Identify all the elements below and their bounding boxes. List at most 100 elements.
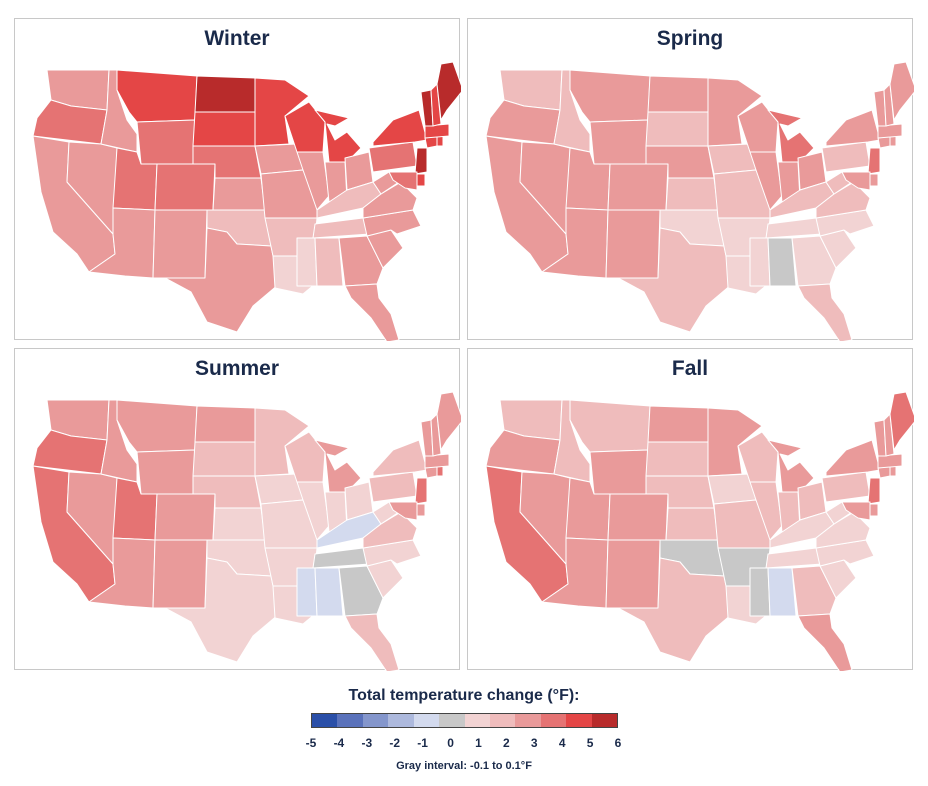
state-il bbox=[749, 481, 783, 541]
legend-tick-label: 1 bbox=[475, 736, 482, 750]
state-me bbox=[889, 391, 914, 451]
state-mi bbox=[767, 439, 815, 493]
state-nm bbox=[152, 539, 208, 609]
state-pa bbox=[821, 471, 871, 503]
state-sd bbox=[645, 441, 709, 477]
state-ny bbox=[825, 439, 881, 477]
state-fl bbox=[344, 283, 400, 341]
legend-tick-label: -3 bbox=[361, 736, 373, 750]
legend-swatch bbox=[515, 714, 541, 727]
state-wi bbox=[737, 101, 779, 153]
state-nj bbox=[867, 147, 881, 175]
legend-tick-label: 4 bbox=[558, 736, 566, 750]
state-al bbox=[767, 237, 797, 287]
state-co bbox=[154, 493, 216, 541]
legend-tick-label: 0 bbox=[447, 736, 454, 750]
state-md bbox=[388, 171, 418, 191]
state-al bbox=[314, 567, 344, 617]
state-mt bbox=[116, 399, 198, 453]
panel-title: Spring bbox=[656, 27, 724, 50]
panel-summer: Summer bbox=[14, 348, 461, 671]
winter-map bbox=[32, 61, 461, 341]
panel-title: Winter bbox=[204, 27, 270, 50]
state-ms bbox=[296, 567, 318, 617]
state-ga bbox=[791, 565, 837, 617]
legend-color-bar bbox=[311, 713, 618, 728]
legend-swatch bbox=[337, 714, 363, 727]
summer-map bbox=[32, 391, 461, 671]
state-md bbox=[841, 501, 871, 521]
legend-tick-label: 2 bbox=[503, 736, 510, 750]
state-mi bbox=[767, 109, 815, 163]
state-nh bbox=[430, 83, 442, 127]
state-ms bbox=[296, 237, 318, 287]
legend-swatch bbox=[362, 714, 389, 727]
state-nm bbox=[605, 539, 661, 609]
legend-tick-label: -1 bbox=[417, 736, 428, 750]
state-co bbox=[607, 493, 669, 541]
state-nd bbox=[194, 75, 256, 113]
state-md bbox=[388, 501, 418, 521]
legend-tick-label: -5 bbox=[305, 736, 317, 750]
state-ma bbox=[877, 123, 903, 139]
state-nd bbox=[647, 405, 709, 443]
state-ma bbox=[424, 453, 450, 469]
legend-swatch bbox=[464, 714, 490, 727]
state-nj bbox=[414, 147, 428, 175]
panel-title: Summer bbox=[194, 357, 280, 380]
state-pa bbox=[821, 141, 871, 173]
legend-swatch bbox=[489, 714, 516, 727]
legend-tick-label: 6 bbox=[614, 736, 622, 750]
state-nj bbox=[414, 477, 428, 505]
gray-interval-note: Gray interval: -0.1 to 0.1°F bbox=[396, 760, 532, 772]
legend-swatch bbox=[591, 714, 618, 727]
legend-swatch bbox=[540, 714, 567, 727]
state-md bbox=[841, 171, 871, 191]
state-ri bbox=[436, 135, 444, 147]
state-pa bbox=[368, 141, 418, 173]
fall-map bbox=[485, 391, 914, 671]
state-ms bbox=[749, 237, 771, 287]
legend-swatch bbox=[566, 714, 592, 727]
state-ms bbox=[749, 567, 771, 617]
state-ga bbox=[338, 565, 384, 617]
state-ks bbox=[665, 177, 719, 211]
state-ma bbox=[424, 123, 450, 139]
state-ks bbox=[212, 507, 266, 541]
state-ma bbox=[877, 453, 903, 469]
state-me bbox=[436, 391, 461, 451]
state-co bbox=[154, 163, 216, 211]
state-il bbox=[749, 151, 783, 211]
state-ny bbox=[825, 109, 881, 147]
legend-swatch bbox=[439, 714, 465, 727]
legend-tick-label: 5 bbox=[586, 736, 594, 750]
state-sd bbox=[645, 111, 709, 147]
state-de bbox=[416, 503, 426, 517]
state-il bbox=[296, 481, 330, 541]
state-nh bbox=[883, 413, 895, 457]
legend-swatch bbox=[312, 714, 338, 727]
state-nd bbox=[194, 405, 256, 443]
state-sd bbox=[192, 441, 256, 477]
state-ny bbox=[372, 109, 428, 147]
panel-spring: Spring bbox=[467, 18, 914, 341]
panel-fall: Fall bbox=[467, 348, 914, 671]
state-wy bbox=[136, 449, 196, 495]
panel-winter: Winter bbox=[14, 18, 461, 341]
panel-title: Fall bbox=[671, 357, 709, 380]
state-ga bbox=[338, 235, 384, 287]
state-nd bbox=[647, 75, 709, 113]
state-mi bbox=[314, 439, 362, 493]
legend-swatch bbox=[413, 714, 440, 727]
state-fl bbox=[797, 613, 853, 671]
state-nm bbox=[605, 209, 661, 279]
state-fl bbox=[797, 283, 853, 341]
state-al bbox=[314, 237, 344, 287]
state-wy bbox=[589, 119, 649, 165]
state-me bbox=[436, 61, 461, 121]
legend-tick-label: -2 bbox=[389, 736, 401, 750]
legend-title: Total temperature change (°F): bbox=[348, 687, 580, 704]
state-ny bbox=[372, 439, 428, 477]
state-nm bbox=[152, 209, 208, 279]
state-wi bbox=[737, 431, 779, 483]
